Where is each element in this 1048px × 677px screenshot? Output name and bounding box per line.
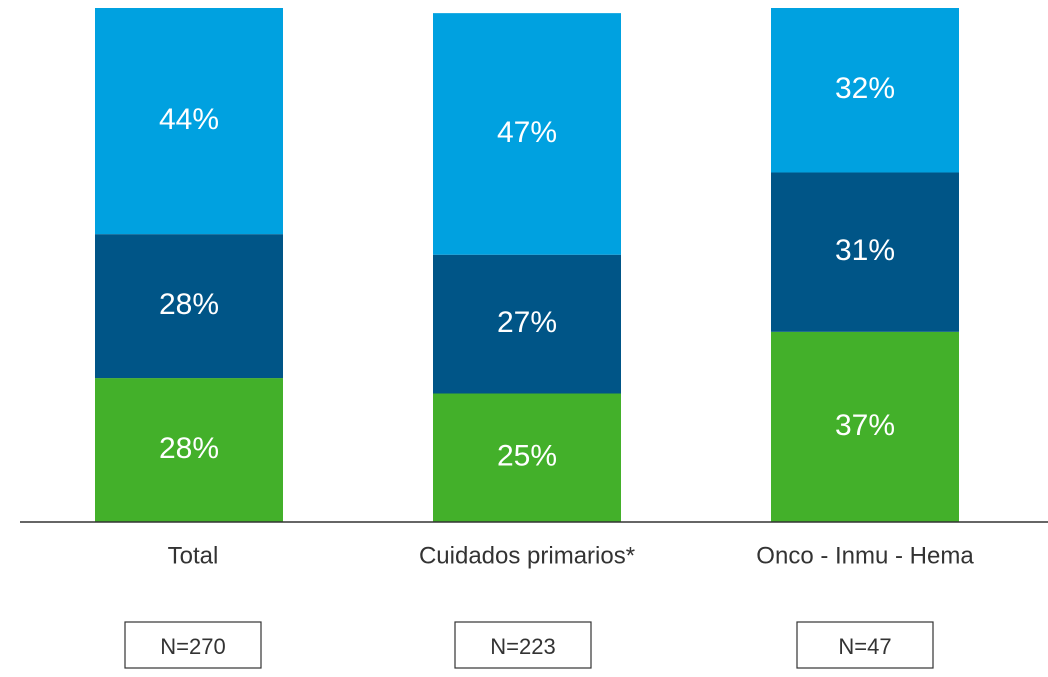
value-label: 44% — [159, 103, 219, 136]
bar-segment — [433, 393, 621, 522]
x-tick-label: Cuidados primarios* — [419, 542, 635, 569]
value-label: 32% — [835, 72, 895, 105]
bar-segment — [433, 13, 621, 255]
sample-box — [796, 621, 934, 669]
x-tick-label: Total — [168, 542, 219, 569]
value-label: 37% — [835, 409, 895, 442]
bar-segment — [95, 8, 283, 235]
sample-size: N=270 — [160, 634, 225, 659]
value-label: 28% — [159, 432, 219, 465]
value-label: 31% — [835, 234, 895, 267]
bar-segment — [433, 254, 621, 394]
value-label: 28% — [159, 288, 219, 321]
sample-size: N=47 — [838, 634, 891, 659]
x-tick-label: Onco - Inmu - Hema — [756, 542, 974, 569]
sample-box — [454, 621, 592, 669]
value-label: 25% — [497, 440, 557, 473]
sample-size: N=223 — [490, 634, 555, 659]
bar-segment — [95, 378, 283, 522]
value-label: 27% — [497, 306, 557, 339]
value-label: 47% — [497, 116, 557, 149]
bar-segment — [771, 331, 959, 522]
bar-segment — [95, 234, 283, 379]
bar-segment — [771, 172, 959, 332]
sample-box — [124, 621, 262, 669]
bar-segment — [771, 8, 959, 173]
